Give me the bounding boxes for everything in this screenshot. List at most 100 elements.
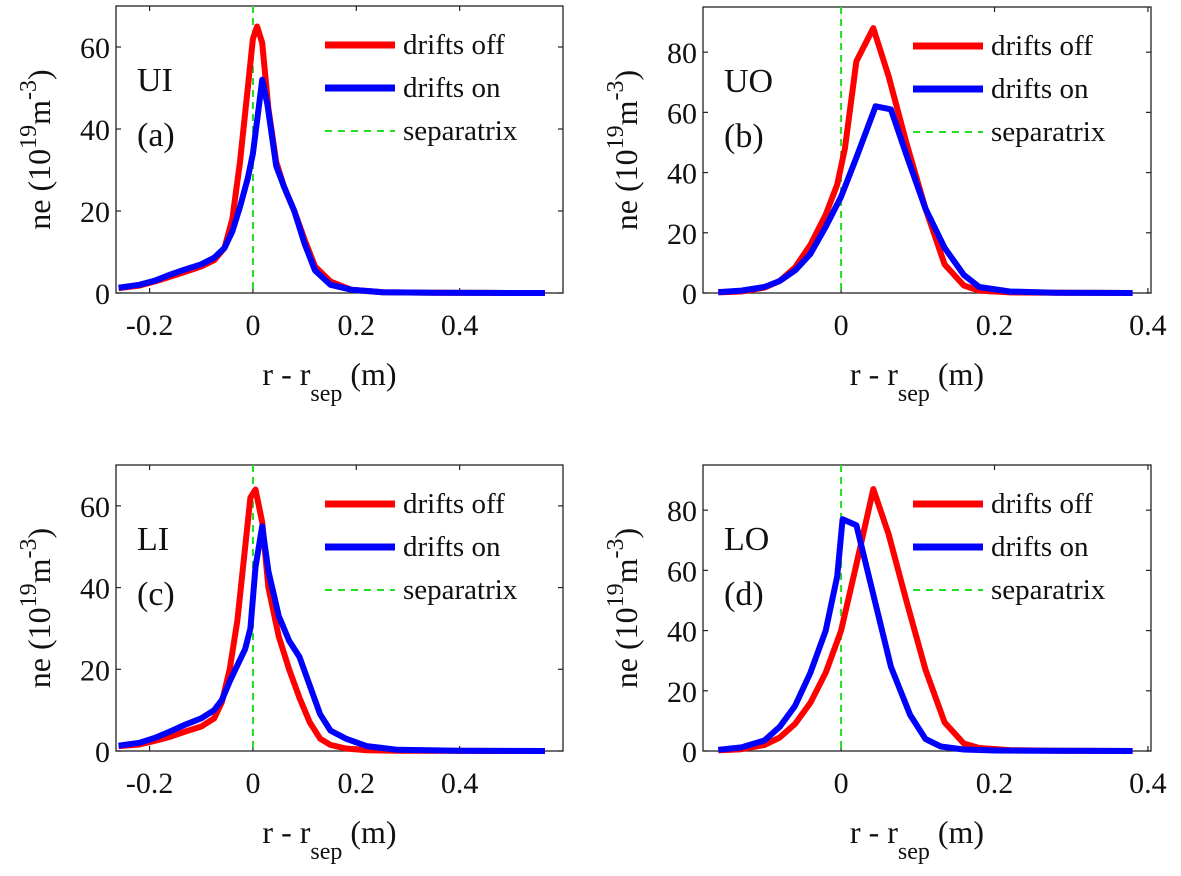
y-label-main: ne (10 [608, 607, 644, 688]
y-label-unit-exponent: -3 [16, 80, 42, 100]
legend: drifts off drifts on separatrix [913, 30, 1106, 148]
axes-box [115, 464, 564, 752]
y-tick-label: 20 [667, 218, 697, 251]
y-label-unit: m [608, 558, 644, 583]
y-label-unit-exponent: -3 [16, 538, 42, 558]
y-label-unit-exponent: -3 [603, 80, 629, 100]
x-label-unit: (m) [342, 356, 396, 392]
x-tick-label: 0.2 [338, 309, 376, 342]
legend-label: separatrix [403, 115, 518, 147]
x-tick-label: 0.2 [976, 767, 1014, 800]
x-axis-label: r - rsep (m) [850, 356, 984, 407]
x-label-unit: (m) [930, 814, 984, 850]
series-line-drifts-on [118, 523, 545, 754]
legend-label: drifts on [403, 531, 501, 563]
x-tick-label: 0 [245, 309, 260, 342]
y-label-main: ne (10 [21, 607, 57, 688]
y-tick-label: 80 [667, 37, 697, 70]
legend-label: separatrix [991, 116, 1106, 148]
x-label-main: r - r [850, 356, 898, 392]
y-tick-label: 40 [80, 573, 110, 606]
legend-label: drifts on [991, 73, 1089, 105]
legend-label: separatrix [403, 574, 518, 606]
series-line-drifts-on [717, 516, 1133, 754]
y-tick-label: 0 [682, 736, 697, 769]
y-label-close: ) [608, 70, 644, 81]
legend-label: drifts off [991, 30, 1093, 62]
y-label-unit: m [608, 100, 644, 125]
x-axis-label: r - rsep (m) [850, 814, 984, 865]
y-tick-label: 60 [667, 97, 697, 130]
x-label-unit: (m) [930, 356, 984, 392]
series-line-drifts-on [718, 103, 1133, 296]
y-label-close: ) [21, 69, 57, 80]
panel-lo: 0 0.2 0.4 0 20 40 60 80 LO (d) drifts off drifts on… [603, 464, 1167, 865]
panel-tag: (c) [137, 576, 175, 613]
x-tick-label: 0.2 [976, 309, 1014, 342]
y-label-unit-exponent: -3 [603, 538, 629, 558]
y-label-exponent: 19 [603, 583, 629, 607]
y-tick-label: 0 [95, 736, 110, 769]
y-tick-label: 60 [667, 555, 697, 588]
legend: drifts off drifts on separatrix [913, 488, 1106, 606]
legend-label: drifts off [991, 488, 1093, 520]
y-tick-label: 0 [682, 278, 697, 311]
panel-label: LI [137, 521, 169, 558]
y-tick-label: 80 [667, 495, 697, 528]
x-tick-label: 0 [834, 767, 849, 800]
x-axis-label: r - rsep (m) [262, 356, 396, 407]
y-tick-label: 20 [667, 676, 697, 709]
series-line-drifts-off [118, 486, 545, 754]
legend-label: drifts off [403, 29, 505, 61]
x-tick-label: 0 [834, 309, 849, 342]
y-tick-label: 60 [80, 32, 110, 65]
y-axis-label: ne (1019m-3) [16, 528, 57, 688]
x-tick-label: 0.4 [1129, 309, 1167, 342]
x-label-main: r - r [262, 814, 310, 850]
series-line-drifts-on [118, 76, 545, 296]
panel-uo: 0 0.2 0.4 0 20 40 60 80 UO (b) drifts off drifts on… [603, 6, 1167, 407]
y-label-close: ) [21, 528, 57, 539]
y-tick-label: 0 [95, 278, 110, 311]
y-axis-label: ne (1019m-3) [16, 69, 57, 229]
legend: drifts off drifts on separatrix [325, 488, 518, 606]
y-label-unit: m [21, 100, 57, 125]
y-label-exponent: 19 [603, 125, 629, 149]
y-tick-label: 60 [80, 491, 110, 524]
x-label-main: r - r [850, 814, 898, 850]
x-label-subscript: sep [898, 381, 930, 407]
y-tick-label: 20 [80, 654, 110, 687]
legend: drifts off drifts on separatrix [325, 29, 518, 147]
legend-label: drifts on [991, 531, 1089, 563]
x-tick-label: 0.2 [338, 767, 376, 800]
axes-box [702, 6, 1152, 294]
x-tick-label: 0.4 [441, 767, 479, 800]
panel-label: UI [137, 62, 173, 99]
x-axis-label: r - rsep (m) [262, 814, 396, 865]
y-label-main: ne (10 [608, 149, 644, 230]
y-tick-label: 20 [80, 196, 110, 229]
y-label-unit: m [21, 558, 57, 583]
x-tick-label: 0.4 [1129, 767, 1167, 800]
panel-label: LO [724, 521, 769, 558]
y-label-close: ) [608, 528, 644, 539]
x-tick-label: 0 [245, 767, 260, 800]
legend-label: separatrix [991, 574, 1106, 606]
y-tick-label: 40 [667, 616, 697, 649]
axes-box [702, 464, 1152, 752]
y-axis-label: ne (1019m-3) [603, 70, 644, 230]
panel-label: UO [724, 63, 773, 100]
y-label-exponent: 19 [16, 583, 42, 607]
panel-tag: (a) [137, 117, 175, 154]
x-label-subscript: sep [310, 839, 342, 865]
y-tick-label: 40 [667, 158, 697, 191]
x-tick-label: -0.2 [126, 309, 174, 342]
x-tick-label: -0.2 [126, 767, 174, 800]
y-axis-label: ne (1019m-3) [603, 528, 644, 688]
panel-tag: (b) [724, 118, 764, 155]
x-tick-label: 0.4 [441, 309, 479, 342]
x-label-unit: (m) [342, 814, 396, 850]
